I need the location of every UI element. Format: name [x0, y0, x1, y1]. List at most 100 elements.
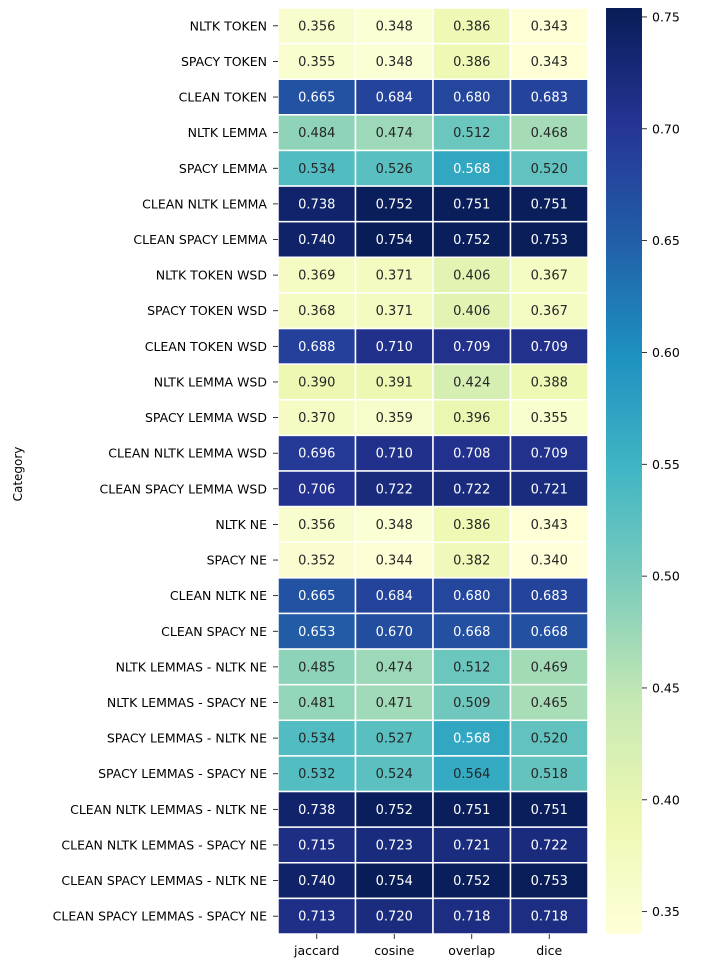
- cell-value-label: 0.352: [298, 554, 335, 569]
- column-label: cosine: [374, 943, 414, 958]
- cell-value-label: 0.368: [298, 304, 335, 319]
- row-label: NLTK TOKEN WSD: [156, 268, 267, 283]
- heatmap-cell: [354, 683, 434, 722]
- cell-value-label: 0.484: [298, 126, 335, 141]
- heatmap-cell: [354, 363, 434, 401]
- cell-value-label: 0.424: [453, 375, 490, 390]
- cell-value-label: 0.709: [453, 340, 490, 355]
- heatmap-cell: [509, 149, 589, 187]
- colorbar-tick-label: 0.40: [652, 792, 680, 807]
- cell-value-label: 0.568: [453, 732, 490, 747]
- row-label: CLEAN NLTK LEMMA WSD: [108, 446, 267, 461]
- cell-value-label: 0.386: [453, 55, 490, 70]
- heatmap-cell: [277, 434, 357, 472]
- row-label: NLTK TOKEN: [190, 18, 267, 33]
- heatmap-cell: [277, 648, 357, 686]
- cell-value-label: 0.343: [531, 55, 568, 70]
- heatmap-cell: [432, 185, 512, 223]
- heatmap-cell: [354, 78, 434, 116]
- cell-value-label: 0.680: [453, 91, 490, 106]
- cell-value-label: 0.534: [298, 732, 335, 747]
- cell-value-label: 0.688: [298, 340, 335, 355]
- cell-value-label: 0.684: [376, 91, 413, 106]
- heatmap-cell: [432, 399, 512, 437]
- heatmap-cell: [354, 434, 434, 472]
- heatmap-cell: [509, 434, 589, 472]
- cell-value-label: 0.406: [453, 304, 490, 319]
- cell-value-label: 0.348: [376, 19, 413, 34]
- cell-value-label: 0.369: [298, 269, 335, 284]
- cell-value-label: 0.684: [376, 589, 413, 604]
- colorbar-tick-label: 0.60: [652, 345, 680, 360]
- colorbar-tick-label: 0.35: [652, 904, 680, 919]
- row-label: CLEAN NLTK NE: [170, 588, 267, 603]
- cell-value-label: 0.348: [376, 55, 413, 70]
- heatmap-cell: [509, 897, 589, 935]
- cell-value-label: 0.752: [376, 803, 413, 818]
- cell-value-label: 0.527: [376, 732, 413, 747]
- colorbar-tick-label: 0.55: [652, 457, 680, 472]
- cell-value-label: 0.340: [531, 554, 568, 569]
- column-label: dice: [536, 943, 562, 958]
- row-label: CLEAN SPACY LEMMAS - SPACY NE: [53, 909, 267, 924]
- heatmap-cell: [509, 42, 589, 80]
- heatmap-cell: [354, 862, 434, 900]
- heatmap-cell: [432, 505, 512, 543]
- heatmap-cell: [277, 790, 357, 828]
- cell-value-label: 0.720: [376, 910, 413, 925]
- cell-value-label: 0.722: [453, 482, 490, 497]
- cell-value-label: 0.754: [376, 874, 413, 889]
- heatmap-cell: [509, 719, 589, 757]
- row-label: SPACY TOKEN WSD: [147, 303, 267, 318]
- cell-value-label: 0.396: [453, 411, 490, 426]
- cell-value-label: 0.532: [298, 767, 335, 782]
- cell-value-label: 0.653: [298, 625, 335, 640]
- cell-value-label: 0.740: [298, 874, 335, 889]
- row-label: NLTK LEMMA: [188, 125, 268, 140]
- heatmap-cell: [509, 862, 589, 900]
- cell-value-label: 0.518: [531, 767, 568, 782]
- heatmap-cell: [432, 826, 512, 864]
- cell-value-label: 0.474: [376, 126, 413, 141]
- cell-value-label: 0.367: [531, 304, 568, 319]
- cell-value-label: 0.564: [453, 767, 490, 782]
- cell-value-label: 0.465: [531, 696, 568, 711]
- cell-value-label: 0.668: [453, 625, 490, 640]
- cell-value-label: 0.753: [531, 874, 568, 889]
- colorbar-tick-label: 0.50: [652, 569, 680, 584]
- heatmap-cell: [277, 256, 357, 294]
- heatmap-cell: [277, 399, 357, 437]
- cell-value-label: 0.371: [376, 304, 413, 319]
- cell-value-label: 0.343: [531, 19, 568, 34]
- cell-value-label: 0.348: [376, 518, 413, 533]
- cell-value-label: 0.568: [453, 162, 490, 177]
- heatmap-cell: [432, 256, 512, 294]
- row-label: SPACY LEMMAS - SPACY NE: [98, 766, 267, 781]
- cell-value-label: 0.520: [531, 732, 568, 747]
- heatmap-cell: [509, 7, 589, 45]
- heatmap-cell: [509, 683, 589, 722]
- cell-value-label: 0.709: [531, 340, 568, 355]
- heatmap-cell: [354, 399, 434, 437]
- cell-value-label: 0.388: [531, 375, 568, 390]
- row-label: NLTK LEMMA WSD: [154, 374, 267, 389]
- row-label: SPACY LEMMAS - NLTK NE: [107, 731, 267, 746]
- row-label: SPACY NE: [207, 553, 267, 568]
- row-label: SPACY TOKEN: [181, 54, 267, 69]
- heatmap-cell: [509, 292, 589, 330]
- cell-value-label: 0.752: [453, 874, 490, 889]
- heatmap-cell: [277, 541, 357, 579]
- cell-value-label: 0.512: [453, 660, 490, 675]
- row-label: CLEAN TOKEN: [179, 90, 267, 105]
- cell-value-label: 0.386: [453, 518, 490, 533]
- cell-value-label: 0.355: [531, 411, 568, 426]
- cell-value-label: 0.344: [376, 554, 413, 569]
- cell-value-label: 0.752: [453, 233, 490, 248]
- cell-value-label: 0.406: [453, 269, 490, 284]
- row-label: CLEAN SPACY LEMMAS - NLTK NE: [61, 873, 267, 888]
- cell-value-label: 0.471: [376, 696, 413, 711]
- cell-value-label: 0.713: [298, 910, 335, 925]
- heatmap-cell: [277, 327, 357, 365]
- heatmap-cell: [509, 399, 589, 437]
